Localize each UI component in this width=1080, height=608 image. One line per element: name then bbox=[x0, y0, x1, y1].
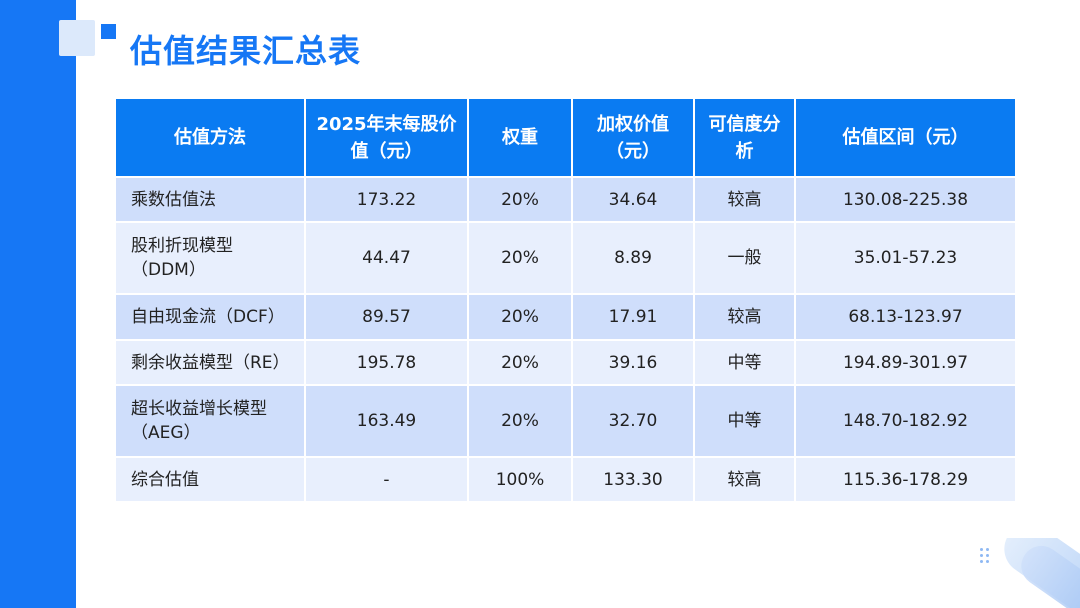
decorative-square-blue bbox=[101, 24, 116, 39]
table-row: 股利折现模型（DDM） 44.47 20% 8.89 一般 35.01-57.2… bbox=[116, 223, 1015, 293]
cell-per-share-value: 163.49 bbox=[306, 386, 467, 456]
cell-weighted-value: 8.89 bbox=[573, 223, 693, 293]
decorative-dot bbox=[980, 554, 983, 557]
table-row: 超长收益增长模型（AEG） 163.49 20% 32.70 中等 148.70… bbox=[116, 386, 1015, 456]
cell-method: 综合估值 bbox=[116, 458, 304, 501]
header-valuation-range: 估值区间（元） bbox=[796, 99, 1015, 176]
header-per-share-value: 2025年末每股价值（元） bbox=[306, 99, 467, 176]
decorative-dot bbox=[986, 560, 989, 563]
cell-weight: 20% bbox=[469, 341, 571, 384]
cell-weighted-value: 133.30 bbox=[573, 458, 693, 501]
cell-weighted-value: 32.70 bbox=[573, 386, 693, 456]
header-method: 估值方法 bbox=[116, 99, 304, 176]
cell-per-share-value: 44.47 bbox=[306, 223, 467, 293]
cell-credibility: 较高 bbox=[695, 295, 794, 339]
cell-credibility: 较高 bbox=[695, 178, 794, 221]
cell-valuation-range: 35.01-57.23 bbox=[796, 223, 1015, 293]
cell-credibility: 中等 bbox=[695, 386, 794, 456]
cell-weight: 20% bbox=[469, 386, 571, 456]
decorative-square-light bbox=[59, 20, 95, 56]
cell-method: 自由现金流（DCF） bbox=[116, 295, 304, 339]
cell-valuation-range: 130.08-225.38 bbox=[796, 178, 1015, 221]
cell-weight: 20% bbox=[469, 223, 571, 293]
cell-method: 乘数估值法 bbox=[116, 178, 304, 221]
table-row: 乘数估值法 173.22 20% 34.64 较高 130.08-225.38 bbox=[116, 178, 1015, 221]
cell-valuation-range: 68.13-123.97 bbox=[796, 295, 1015, 339]
cell-weighted-value: 34.64 bbox=[573, 178, 693, 221]
cell-weight: 20% bbox=[469, 295, 571, 339]
table-row: 综合估值 - 100% 133.30 较高 115.36-178.29 bbox=[116, 458, 1015, 501]
cell-per-share-value: 195.78 bbox=[306, 341, 467, 384]
cell-weight: 20% bbox=[469, 178, 571, 221]
cell-per-share-value: - bbox=[306, 458, 467, 501]
cell-weight: 100% bbox=[469, 458, 571, 501]
page-title: 估值结果汇总表 bbox=[130, 32, 362, 70]
decorative-dot bbox=[986, 548, 989, 551]
cell-credibility: 一般 bbox=[695, 223, 794, 293]
cell-credibility: 较高 bbox=[695, 458, 794, 501]
cell-method: 剩余收益模型（RE） bbox=[116, 341, 304, 384]
table-header-row: 估值方法 2025年末每股价值（元） 权重 加权价值（元） 可信度分析 估值区间… bbox=[116, 99, 1015, 176]
decorative-dot bbox=[986, 554, 989, 557]
corner-decoration bbox=[970, 538, 1080, 608]
cell-valuation-range: 115.36-178.29 bbox=[796, 458, 1015, 501]
table-row: 剩余收益模型（RE） 195.78 20% 39.16 中等 194.89-30… bbox=[116, 341, 1015, 384]
cell-method: 股利折现模型（DDM） bbox=[116, 223, 304, 293]
cell-valuation-range: 148.70-182.92 bbox=[796, 386, 1015, 456]
header-weight: 权重 bbox=[469, 99, 571, 176]
cell-weighted-value: 17.91 bbox=[573, 295, 693, 339]
cell-valuation-range: 194.89-301.97 bbox=[796, 341, 1015, 384]
cell-credibility: 中等 bbox=[695, 341, 794, 384]
header-weighted-value: 加权价值（元） bbox=[573, 99, 693, 176]
left-accent-bar bbox=[0, 0, 76, 608]
cell-method: 超长收益增长模型（AEG） bbox=[116, 386, 304, 456]
table-row: 自由现金流（DCF） 89.57 20% 17.91 较高 68.13-123.… bbox=[116, 295, 1015, 339]
header-credibility: 可信度分析 bbox=[695, 99, 794, 176]
decorative-dot bbox=[980, 560, 983, 563]
decorative-dot bbox=[980, 548, 983, 551]
valuation-table: 估值方法 2025年末每股价值（元） 权重 加权价值（元） 可信度分析 估值区间… bbox=[114, 97, 1017, 503]
cell-weighted-value: 39.16 bbox=[573, 341, 693, 384]
cell-per-share-value: 173.22 bbox=[306, 178, 467, 221]
cell-per-share-value: 89.57 bbox=[306, 295, 467, 339]
